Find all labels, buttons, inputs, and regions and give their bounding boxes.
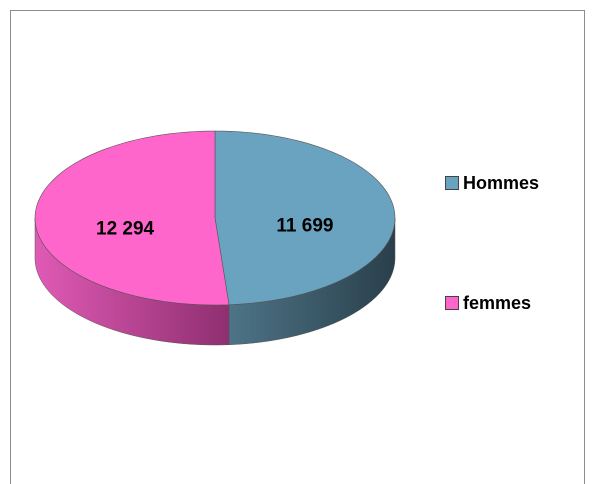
legend-label: Hommes bbox=[463, 173, 539, 193]
legend-swatch bbox=[445, 296, 459, 310]
legend-swatch bbox=[445, 176, 459, 190]
value-label: 11 699 bbox=[276, 215, 333, 236]
slice bbox=[214, 130, 396, 306]
legend-label: femmes bbox=[463, 293, 531, 313]
value-label: 12 294 bbox=[96, 219, 155, 240]
slice bbox=[34, 130, 230, 306]
